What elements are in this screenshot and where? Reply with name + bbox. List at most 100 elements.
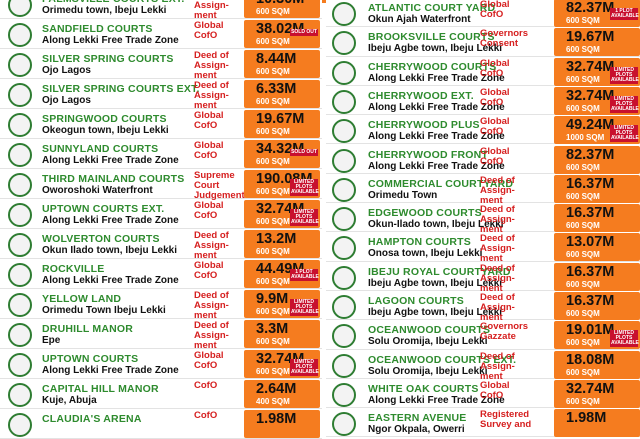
title-document: Deed of Assign-ment — [194, 290, 229, 321]
price: 1.98M — [256, 411, 297, 427]
estate-logo — [332, 177, 356, 202]
estate-location: Kuje, Abuja — [42, 395, 97, 406]
plot-size: 600 SQM — [566, 16, 600, 25]
estate-location: Okun Ilado town, Ibeju Lekki — [42, 245, 178, 256]
price-box: 190.08M 600 SQM LIMITED PLOTS AVAILABLE — [244, 170, 320, 198]
price-box: 16.37M 600 SQM — [554, 262, 640, 291]
plot-size: 600 SQM — [256, 367, 290, 376]
price-box: 6.33M 600 SQM — [244, 80, 320, 108]
title-document: Global CofO — [480, 145, 510, 167]
estate-name: SILVER SPRING COURTS EXT. — [42, 83, 200, 95]
estate-name: BROOKSVILLE COURTS — [368, 31, 495, 44]
estate-name: COMMERCIAL COURTYARD — [368, 177, 514, 190]
price-box: 44.49M 600 SQM 1 PLOT AVAILABLE — [244, 260, 320, 288]
availability-badge: LIMITED PLOTS AVAILABLE — [290, 209, 319, 226]
estate-logo — [332, 207, 356, 232]
plot-size: 600 SQM — [256, 127, 290, 136]
plot-size: 600 SQM — [566, 74, 600, 84]
price-box: 1.98M — [244, 410, 320, 438]
estate-location: Orimedu town, Ibeju Lekki — [42, 5, 167, 16]
estate-logo — [8, 383, 32, 407]
plot-size: 600 SQM — [566, 221, 600, 231]
listing-row: UPTOWN COURTS Along Lekki Free Trade Zone… — [0, 350, 322, 379]
price-box: 32.74M 600 SQM LIMITED PLOTS AVAILABLE — [244, 200, 320, 228]
title-document: Global CofO — [480, 116, 510, 138]
plot-size: 600 SQM — [566, 103, 600, 113]
estate-location: Along Lekki Free Trade Zone — [42, 215, 179, 226]
estate-logo — [332, 31, 356, 56]
estate-name: DRUHILL MANOR — [42, 323, 134, 335]
title-document: Deed of Assign-ment — [480, 292, 515, 323]
price-box: 32.74M 600 SQM LIMITED PLOTS AVAILABLE — [244, 350, 320, 378]
listing-row: HAMPTON COURTS Onosa town, Ibeju Lekki Dee… — [326, 233, 640, 265]
estate-location: Ibeju Agbe town, Ibeju Lekki — [368, 277, 503, 289]
price-box: 1.98M — [554, 409, 640, 438]
estate-name: OCEANWOOD COURTS EXT. — [368, 353, 517, 366]
estate-logo — [8, 353, 32, 377]
listing-row: SILVER SPRING COURTS Ojo Lagos Deed of Ass… — [0, 50, 322, 81]
estate-location: Okun Ajah Waterfront — [368, 14, 471, 25]
availability-badge: LIMITED PLOTS AVAILABLE — [610, 125, 639, 143]
estate-location: Ojo Lagos — [42, 95, 91, 106]
price: 10.30M — [256, 0, 304, 7]
title-document: Governors Gazzate — [480, 321, 529, 343]
price-box: 19.01M 600 SQM LIMITED PLOTS AVAILABLE — [554, 321, 640, 350]
estate-name: ATLANTIC COURT YARD — [368, 2, 496, 14]
estate-name: EASTERN AVENUE — [368, 412, 467, 425]
price-box: 19.67M 600 SQM — [244, 110, 320, 138]
title-document: Deed of Assign-ment — [480, 350, 515, 382]
estate-location: Along Lekki Free Trade Zone — [368, 72, 505, 84]
listing-row: WHITE OAK COURTS Along Lekki Free Trade Z… — [326, 379, 640, 409]
listing-row: CHERRYWOOD PLUS Along Lekki Free Trade Zo… — [326, 116, 640, 145]
estate-name: CHERRYWOOD EXT. — [368, 89, 474, 102]
plot-size: 600 SQM — [566, 250, 600, 260]
price-box: 9.9M 600 SQM LIMITED PLOTS AVAILABLE — [244, 290, 320, 318]
estate-name: PALMSVILLE COURTS EXT. — [42, 0, 184, 5]
plot-size: 600 SQM — [256, 307, 290, 316]
availability-badge: SOLD OUT — [290, 29, 318, 36]
estate-logo — [332, 89, 356, 114]
title-document: Registered Survey and — [480, 409, 532, 431]
title-document: Global CofO — [194, 140, 224, 161]
estate-logo — [8, 173, 32, 197]
listing-row: CAPITAL HILL MANOR Kuje, Abuja CofO 2.64M 40… — [0, 380, 322, 409]
estate-name: CLAUDIA'S ARENA — [42, 413, 142, 425]
price-box: 32.74M 600 SQM — [554, 379, 640, 408]
listing-row: BROOKSVILLE COURTS Ibeju Agbe town, Ibeju… — [326, 28, 640, 57]
title-document: Deed of Assign-ment — [480, 233, 515, 265]
estate-location: Along Lekki Free Trade Zone — [368, 131, 505, 143]
estate-location: Orimedu Town — [368, 189, 438, 201]
estate-location: Okun-Ilado town, Ibeju Lekki — [368, 219, 504, 231]
estate-location: Along Lekki Free Trade Zone — [42, 35, 179, 46]
estate-name: UPTOWN COURTS — [42, 353, 139, 365]
price: 16.37M — [566, 263, 615, 280]
title-document: Global CofO — [194, 350, 224, 371]
title-document: Deed of Assign-ment — [480, 204, 515, 236]
listing-row: SILVER SPRING COURTS EXT. Ojo Lagos Deed o… — [0, 80, 322, 111]
listing-row: EDGEWOOD COURTS Okun-Ilado town, Ibeju Le… — [326, 204, 640, 236]
estate-name: LAGOON COURTS — [368, 295, 464, 307]
title-document: CofO — [194, 410, 218, 421]
plot-size: 600 SQM — [566, 279, 600, 289]
price: 16.37M — [566, 293, 615, 309]
listing-row: LAGOON COURTS Ibeju Agbe town, Ibeju Lekk… — [326, 292, 640, 323]
price-box: 34.32M 600 SQM SOLD OUT — [244, 140, 320, 168]
listing-row: PALMSVILLE COURTS EXT.Orimedu town, Ibej… — [0, 0, 322, 21]
estate-name: YELLOW LAND — [42, 293, 122, 305]
price: 13.07M — [566, 234, 615, 251]
price-box: 10.30M600 SQM — [244, 0, 320, 18]
estate-location: Solu Oromija, Ibeju Lekki — [368, 336, 488, 348]
estate-location: Onosa town, Ibeju Lekki — [368, 248, 483, 260]
price-box: 38.02M 600 SQM SOLD OUT — [244, 20, 320, 48]
title-document: Deed of Assign-ment — [194, 80, 229, 111]
estate-logo — [8, 203, 32, 227]
plot-size: 600 SQM — [256, 337, 290, 346]
estate-logo — [8, 323, 32, 347]
price: 16.37M — [566, 205, 615, 222]
estate-logo — [332, 324, 356, 349]
estate-name: ROCKVILLE — [42, 263, 105, 275]
estate-location: Along Lekki Free Trade Zone — [368, 160, 505, 172]
title-document: Deed of Assign-ment — [194, 230, 229, 261]
estate-location: Ibeju Agbe town, Ibeju Lekki — [368, 307, 503, 318]
